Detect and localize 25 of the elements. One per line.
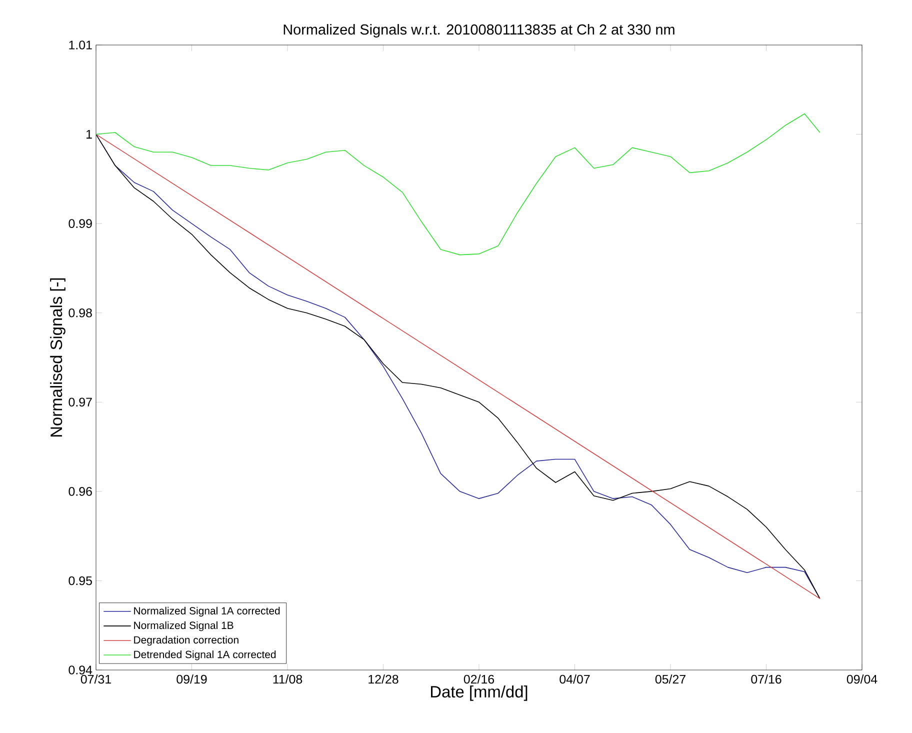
x-tick-label: 04/07	[560, 674, 590, 684]
x-tick-label: 05/27	[655, 674, 686, 684]
x-tick-label: 07/16	[751, 674, 782, 684]
legend-label: Normalized Signal 1B	[134, 621, 234, 632]
x-tick-label: 12/28	[368, 674, 398, 684]
x-tick-label: 11/08	[273, 674, 302, 684]
y-tick-label: 0.97	[68, 398, 92, 407]
x-tick-label: 09/04	[846, 674, 878, 684]
y-tick-label: 0.95	[68, 576, 92, 586]
y-tick-label: 0.94	[68, 666, 92, 674]
x-tick-label: 09/19	[176, 674, 207, 684]
legend-label: Normalized Signal 1A corrected	[134, 606, 280, 617]
y-tick-label: 0.98	[68, 308, 92, 318]
y-tick-label: 0.99	[68, 219, 92, 228]
y-tick-label: 1	[86, 130, 92, 139]
line-series	[96, 113, 820, 256]
x-axis-title: Date [mm/dd]	[431, 686, 528, 701]
y-tick-label: 1.01	[69, 40, 92, 50]
x-tick-label: 02/16	[464, 674, 494, 684]
chart-title: Normalized Signals w.r.t. 20100801113835 at Ch 2 at 330 nm	[284, 24, 674, 38]
legend-label: Detrended Signal 1A corrected	[134, 650, 276, 660]
y-axis-title: Normalised Signals [-]	[50, 278, 66, 437]
y-tick-label: 0.96	[68, 487, 92, 496]
legend-label: Degradation correction	[134, 636, 238, 646]
x-tick-label: 07/31	[80, 674, 111, 684]
